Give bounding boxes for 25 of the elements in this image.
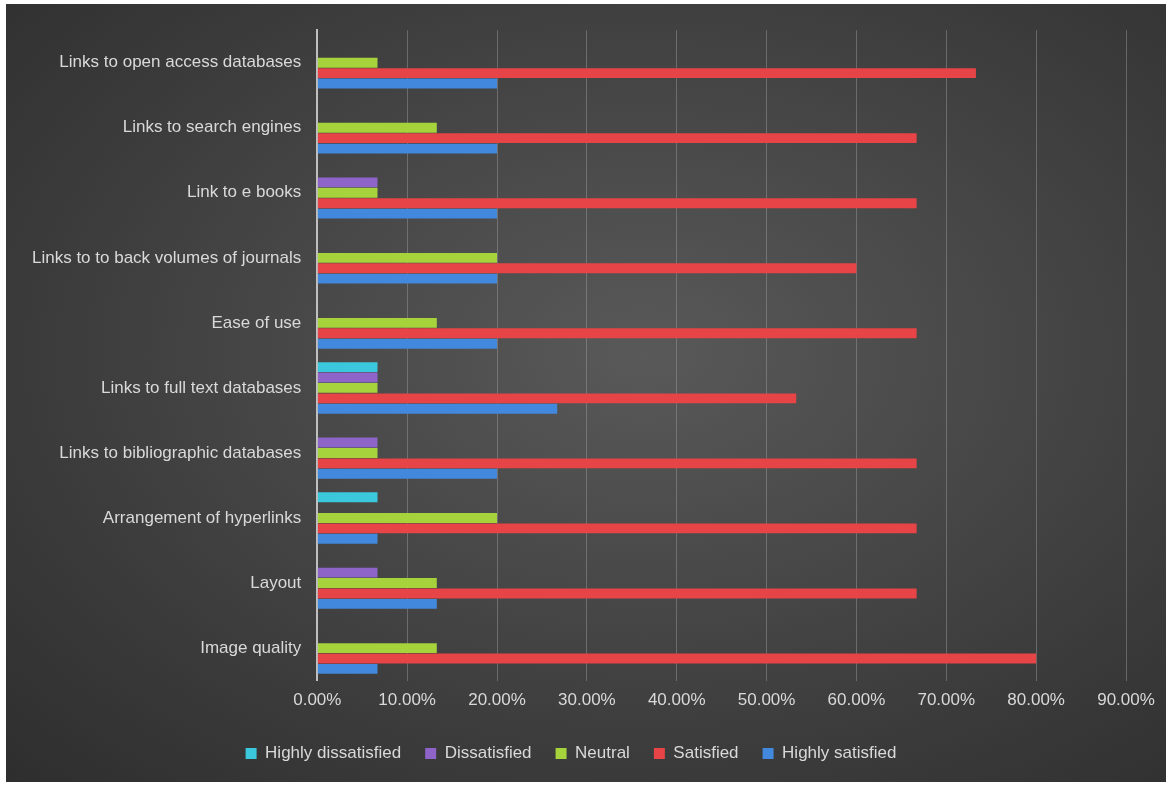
legend-label: Neutral — [575, 743, 630, 763]
legend-label: Highly satisfied — [782, 743, 897, 763]
y-tick-label: Links to to back volumes of journals — [31, 247, 302, 267]
x-tick-label: 10.00% — [378, 690, 436, 710]
legend-label: Satisfied — [673, 743, 739, 763]
legend-label: Dissatisfied — [444, 743, 532, 763]
y-tick-label: Links to search engines — [122, 117, 302, 137]
y-tick-label: Layout — [250, 572, 302, 592]
x-tick-label: 50.00% — [737, 690, 796, 710]
x-tick-label: 60.00% — [827, 690, 886, 710]
x-tick-label: 90.00% — [1097, 690, 1155, 710]
x-tick-label: 20.00% — [468, 690, 526, 710]
y-tick-label: Ease of use — [211, 312, 302, 332]
x-tick-label: 0.00% — [293, 690, 342, 710]
y-tick-label: Links to full text databases — [100, 377, 302, 397]
y-tick-label: Image quality — [200, 637, 302, 657]
x-tick-label: 40.00% — [647, 690, 706, 710]
legend-label: Highly dissatisfied — [265, 743, 402, 763]
y-tick-label: Arrangement of hyperlinks — [102, 507, 302, 527]
x-tick-label: 30.00% — [558, 690, 616, 710]
y-tick-label: Links to open access databases — [59, 52, 302, 72]
x-tick-label: 70.00% — [917, 690, 976, 710]
y-tick-label: Links to bibliographic databases — [59, 442, 302, 462]
x-tick-label: 80.00% — [1007, 690, 1065, 710]
y-tick-label: Link to e books — [186, 182, 302, 202]
